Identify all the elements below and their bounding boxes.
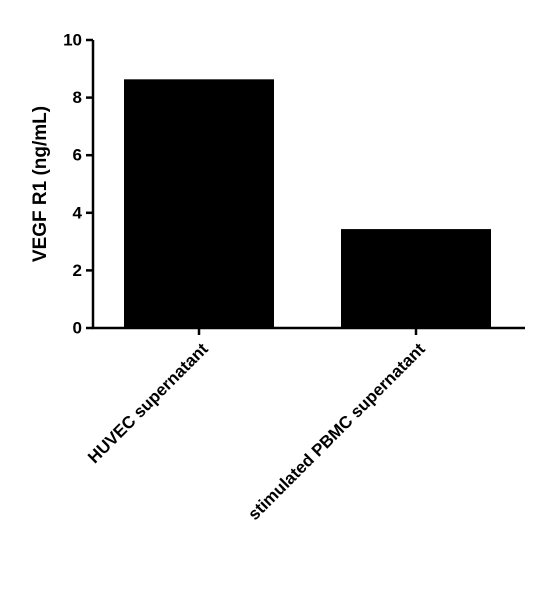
y-tick-label: 4 [73,203,83,222]
y-axis-label: VEGF R1 (ng/mL) [30,106,51,262]
y-tick-label: 0 [73,318,82,337]
y-tick-label: 10 [63,30,82,49]
y-tick-label: 6 [73,146,82,165]
y-tick-label: 8 [73,88,82,107]
bar [124,79,274,329]
x-tick-label: HUVEC supernatant [84,339,212,467]
y-tick-label: 2 [73,261,82,280]
bar [341,229,491,329]
x-tick-label: stimulated PBMC supernatant [244,339,429,524]
